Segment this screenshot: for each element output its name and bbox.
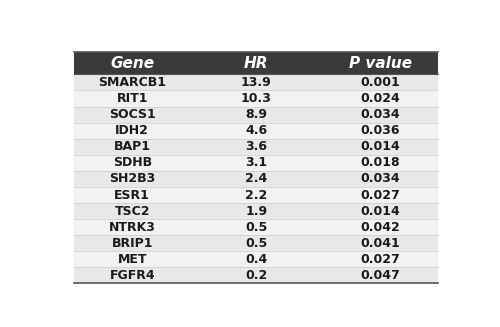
Bar <box>74 123 438 139</box>
Bar <box>74 74 438 91</box>
Text: 0.5: 0.5 <box>245 237 268 250</box>
Text: 0.014: 0.014 <box>360 205 400 217</box>
Text: NTRK3: NTRK3 <box>109 221 156 234</box>
Text: 0.024: 0.024 <box>360 92 400 105</box>
Text: HR: HR <box>244 56 268 71</box>
Text: IDH2: IDH2 <box>116 124 149 137</box>
Text: 0.034: 0.034 <box>360 108 400 121</box>
Text: 0.4: 0.4 <box>245 253 268 266</box>
Bar <box>74 139 438 155</box>
Bar <box>74 187 438 203</box>
Bar <box>74 235 438 251</box>
Text: 0.027: 0.027 <box>360 188 400 201</box>
Bar <box>74 91 438 107</box>
Text: 0.041: 0.041 <box>360 237 400 250</box>
Bar <box>74 203 438 219</box>
Text: 0.2: 0.2 <box>245 269 268 282</box>
Text: BAP1: BAP1 <box>114 140 151 153</box>
Text: MET: MET <box>118 253 147 266</box>
Text: SDHB: SDHB <box>112 156 152 169</box>
Bar <box>74 251 438 267</box>
Text: 2.2: 2.2 <box>245 188 268 201</box>
Text: SH2B3: SH2B3 <box>109 172 156 185</box>
Text: 0.042: 0.042 <box>360 221 400 234</box>
Text: 10.3: 10.3 <box>241 92 272 105</box>
Text: 3.6: 3.6 <box>245 140 267 153</box>
Text: P value: P value <box>348 56 412 71</box>
Bar <box>74 267 438 284</box>
Text: 0.034: 0.034 <box>360 172 400 185</box>
Bar <box>74 155 438 171</box>
Text: 0.018: 0.018 <box>360 156 400 169</box>
Text: 0.027: 0.027 <box>360 253 400 266</box>
Text: RIT1: RIT1 <box>116 92 148 105</box>
Text: FGFR4: FGFR4 <box>110 269 155 282</box>
Bar <box>74 171 438 187</box>
Text: 4.6: 4.6 <box>245 124 268 137</box>
Text: 0.047: 0.047 <box>360 269 400 282</box>
Text: 0.036: 0.036 <box>360 124 400 137</box>
Text: 2.4: 2.4 <box>245 172 268 185</box>
Bar <box>74 219 438 235</box>
Text: 8.9: 8.9 <box>245 108 267 121</box>
Text: 1.9: 1.9 <box>245 205 268 217</box>
Text: BRIP1: BRIP1 <box>112 237 153 250</box>
Bar <box>74 52 438 74</box>
Text: 0.5: 0.5 <box>245 221 268 234</box>
Text: 0.014: 0.014 <box>360 140 400 153</box>
Text: SMARCB1: SMARCB1 <box>98 76 166 89</box>
Text: 3.1: 3.1 <box>245 156 268 169</box>
Text: ESR1: ESR1 <box>114 188 150 201</box>
Text: 13.9: 13.9 <box>241 76 272 89</box>
Text: 0.001: 0.001 <box>360 76 400 89</box>
Text: Gene: Gene <box>110 56 154 71</box>
Bar <box>74 107 438 123</box>
Text: SOCS1: SOCS1 <box>109 108 156 121</box>
Text: TSC2: TSC2 <box>114 205 150 217</box>
